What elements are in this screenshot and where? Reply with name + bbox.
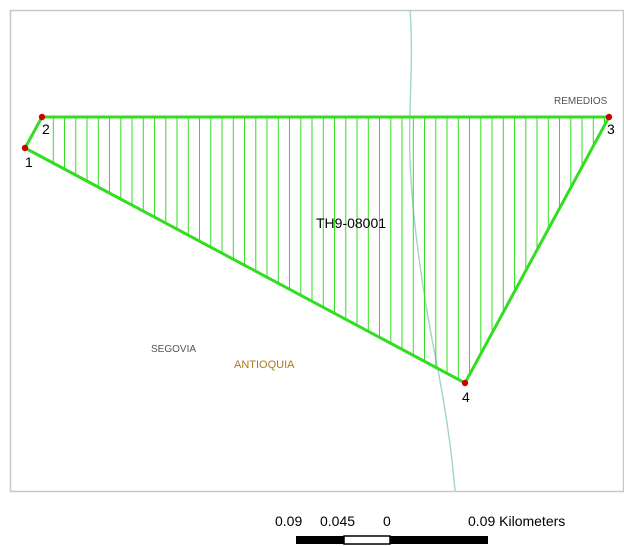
scale-label-right: 0.09 Kilometers: [468, 513, 565, 529]
scale-label-mid: 0.045: [320, 513, 355, 529]
scale-segment-1: [296, 536, 344, 544]
scale-segment-3: [390, 536, 488, 544]
scale-label-left: 0.09: [275, 513, 302, 529]
vertex-1-label: 1: [25, 154, 33, 170]
vertex-4-marker[interactable]: [461, 379, 469, 387]
vertex-1-marker[interactable]: [21, 144, 29, 152]
scale-segment-2: [343, 535, 391, 545]
river-line: [408, 9, 456, 492]
parcel-id-label: TH9-08001: [316, 215, 386, 231]
remedios-label: REMEDIOS: [554, 96, 608, 107]
vertex-2-marker[interactable]: [38, 113, 46, 121]
vertex-3-label: 3: [607, 121, 615, 137]
segovia-label: SEGOVIA: [151, 344, 196, 355]
antioquia-label: ANTIOQUIA: [234, 359, 295, 371]
map-frame-border: [9, 9, 624, 493]
scale-bar: [296, 535, 488, 545]
vertex-3-marker[interactable]: [605, 113, 613, 121]
vertex-4-label: 4: [462, 389, 470, 405]
scale-label-zero: 0: [383, 513, 391, 529]
polygon-hatch: [52, 117, 605, 380]
vertex-2-label: 2: [42, 121, 50, 137]
